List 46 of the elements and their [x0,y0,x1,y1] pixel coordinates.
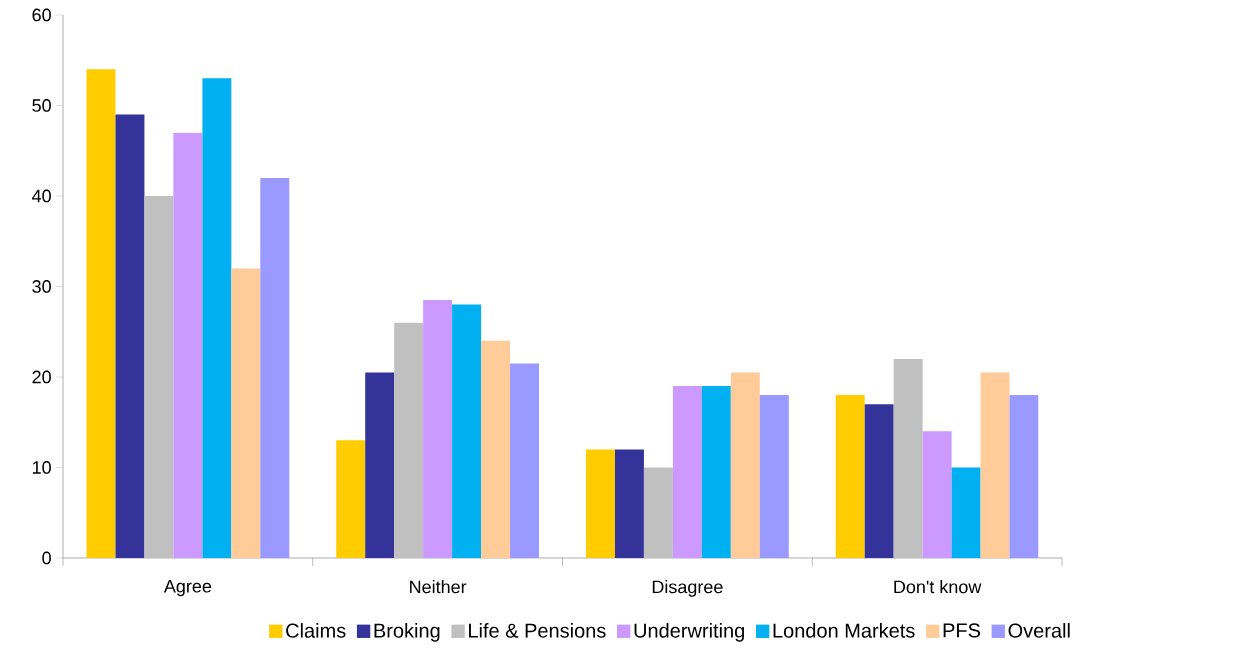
x-tick-label: Neither [410,580,467,594]
y-tick-label: 30 [32,280,51,293]
bar [336,440,366,558]
bar [701,386,731,558]
bar [394,322,424,558]
bar [614,449,644,558]
y-tick-label: 0 [42,551,51,565]
bar [759,395,789,558]
y-tick-label: 50 [32,99,51,112]
bar [481,340,511,558]
bar [452,304,482,558]
bar [231,268,261,558]
x-tick-label: Don't know [894,580,982,594]
bar [1009,395,1039,558]
bar [86,69,116,558]
y-tick-label: 20 [32,370,51,384]
bar [510,363,540,558]
bar [922,431,952,558]
bar [115,114,145,558]
bar [864,404,894,558]
bar [672,386,702,558]
bar [730,372,760,558]
bar [951,467,981,558]
bar [980,372,1010,558]
y-tick-label: 60 [32,8,51,22]
legend-label: PFS [943,623,981,638]
bar [893,358,923,558]
bar [643,467,673,558]
x-tick-label: Disagree [652,580,723,597]
bar [260,177,290,558]
bar [835,395,865,558]
bar [202,78,232,558]
legend-label: London Markets [773,623,915,638]
y-tick-label: 10 [32,461,51,474]
x-tick-label: Agree [163,580,212,597]
bar [423,300,453,558]
y-tick-label: 40 [32,189,51,203]
legend-label: Claims [286,623,346,638]
legend-label: Broking [374,623,440,642]
bar [144,195,174,558]
bar [585,449,615,558]
legend-label: Underwriting [634,623,744,642]
bar [173,132,203,558]
legend-label: Life & Pensions [469,623,606,638]
bar [365,372,395,558]
legend-label: Overall [1008,623,1070,638]
